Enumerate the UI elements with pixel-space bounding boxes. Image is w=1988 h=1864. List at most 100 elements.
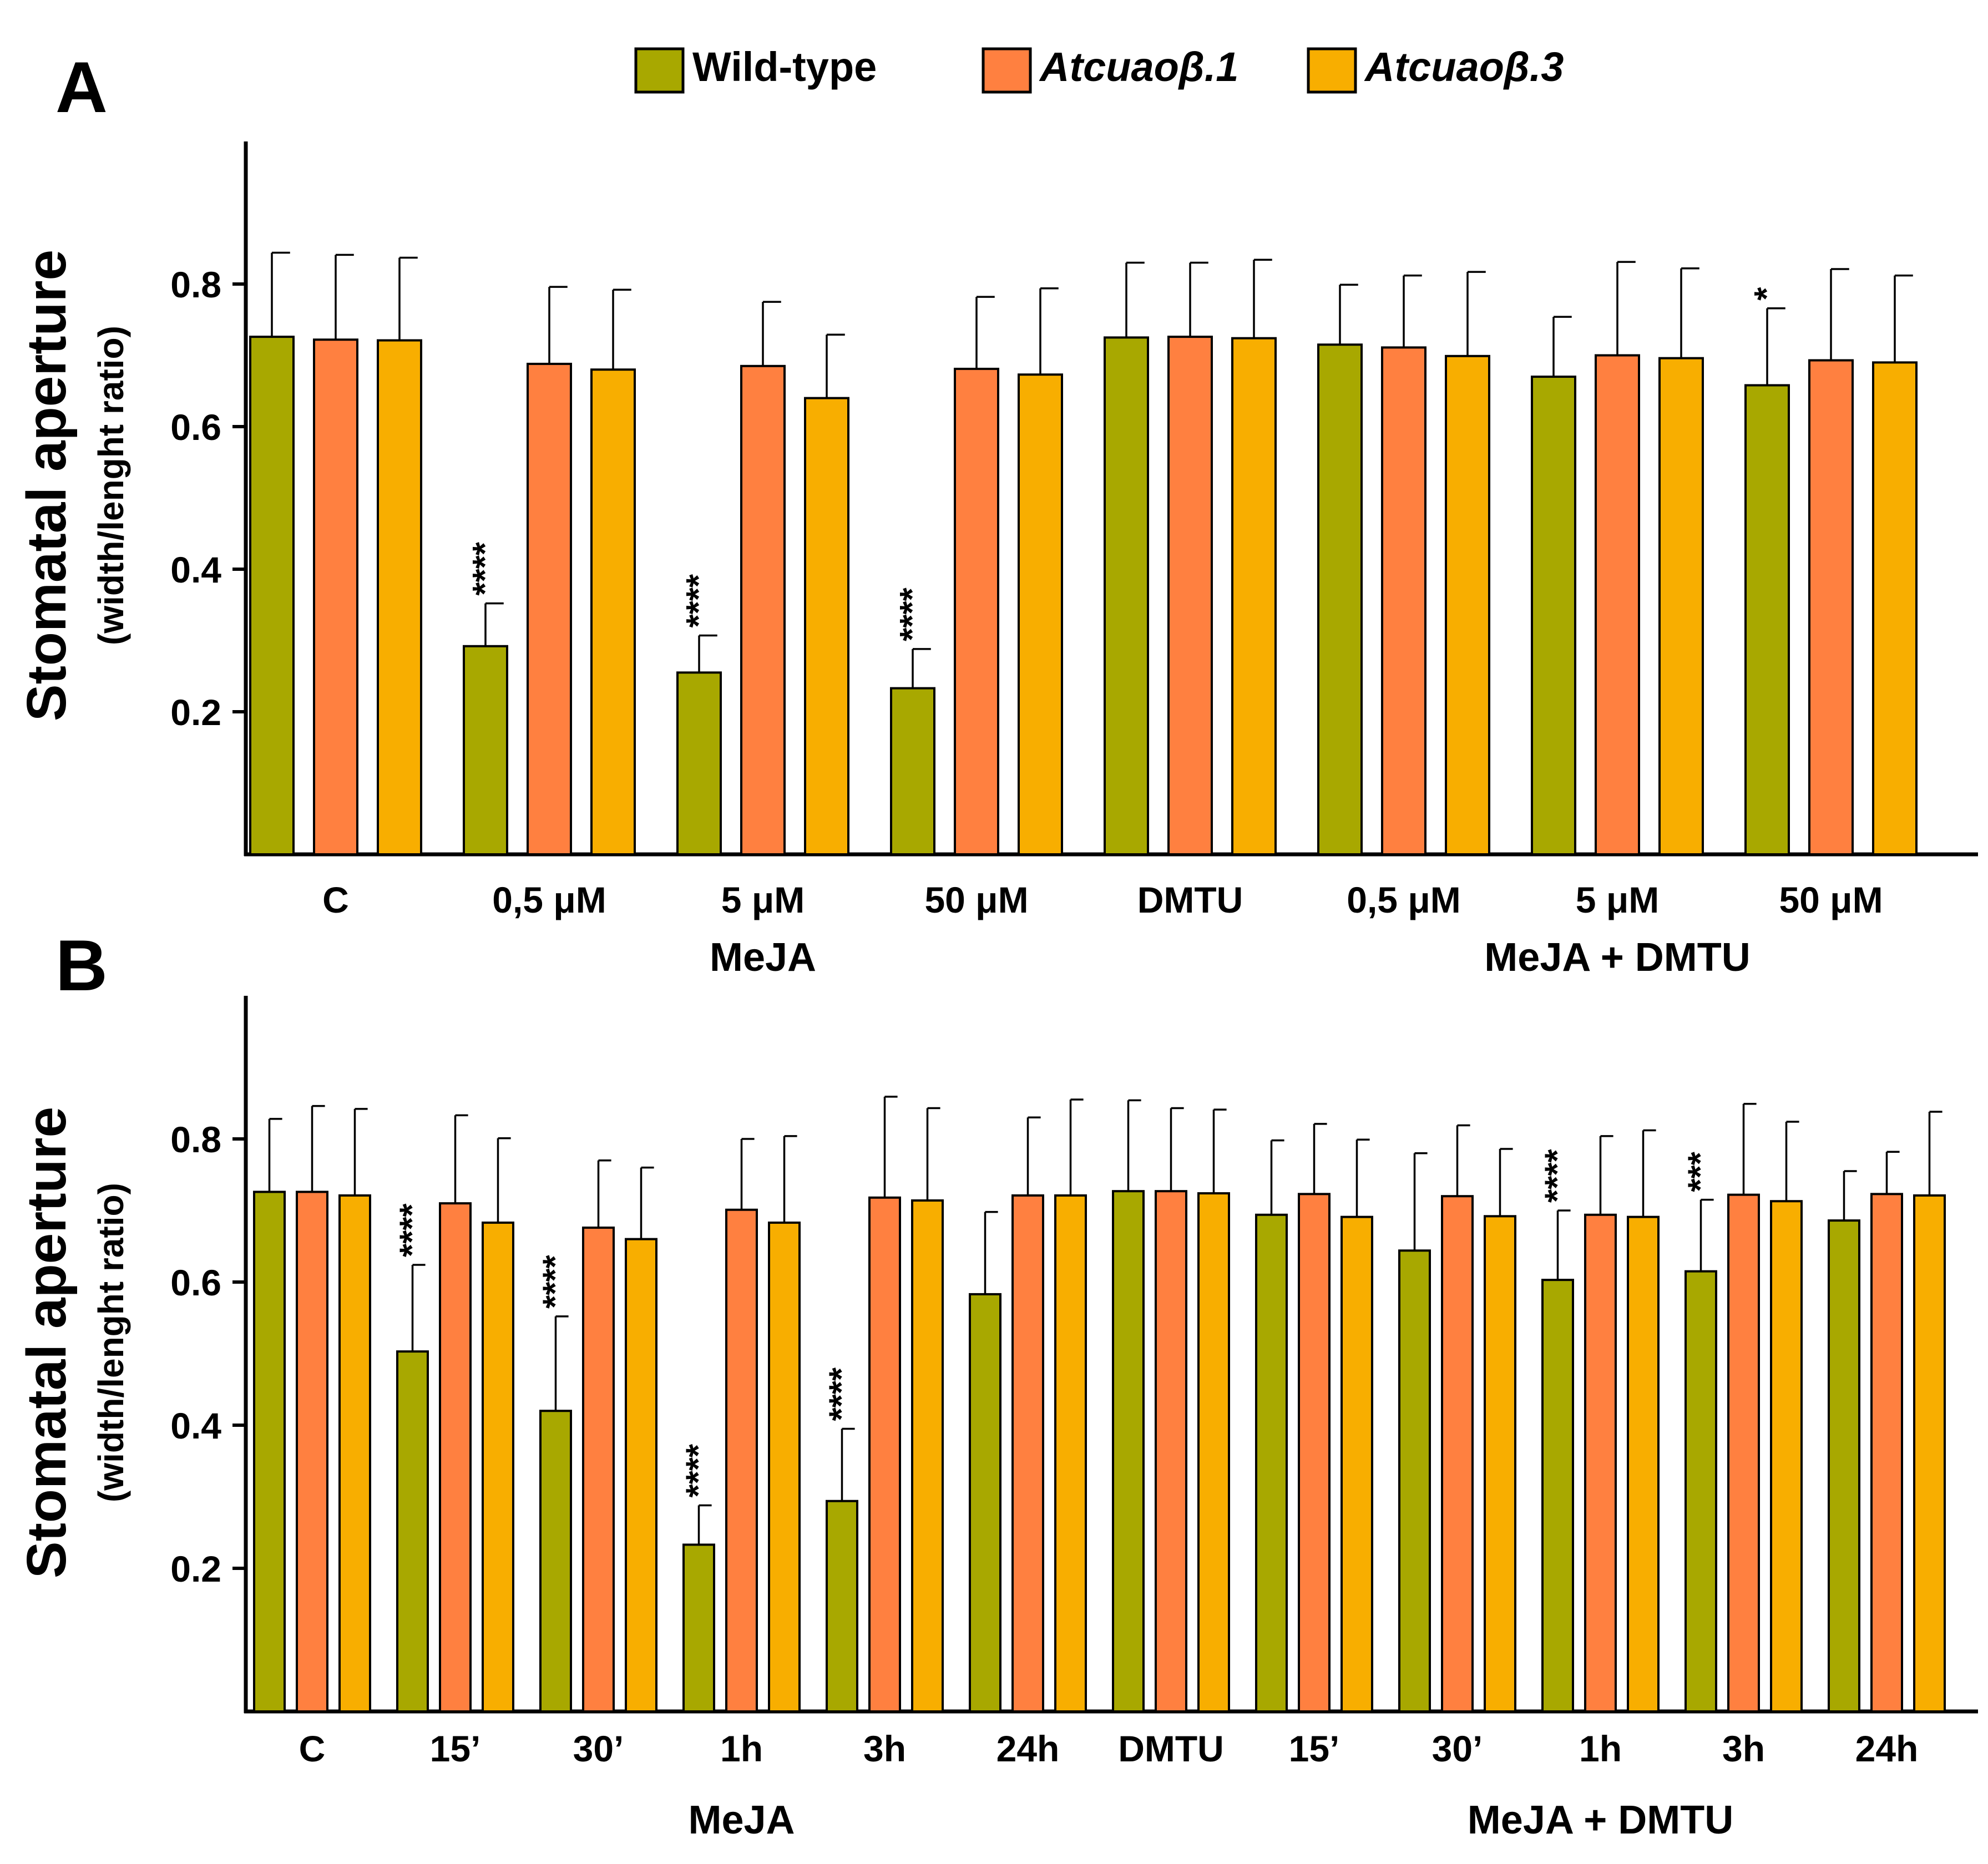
panel-a-bar-atcuao-3-4 <box>1231 337 1277 855</box>
panel-b-bar-atcuao-3-5 <box>1054 1194 1087 1713</box>
panel-b-bar-wild-type-3 <box>682 1543 715 1713</box>
panel-b-bar-atcuao-1-5 <box>1011 1194 1044 1713</box>
panel-b-category-label-10: 3h <box>1722 1728 1765 1769</box>
panel-a-bar-atcuao-3-3 <box>1018 373 1063 855</box>
panel-b-ylabel-sub: (width/lenght ratio) <box>91 1183 131 1502</box>
panel-a-letter: A <box>55 47 108 128</box>
panel-a-bar-wild-type-3 <box>890 687 935 855</box>
legend-label-wild-type: Wild-type <box>692 44 877 90</box>
panel-a-bar-wild-type-0 <box>249 336 295 855</box>
panel-a-bar-wild-type-7 <box>1744 384 1790 855</box>
panel-b-bar-wild-type-0 <box>253 1191 286 1713</box>
panel-a-bar-atcuao-1-0 <box>313 338 358 855</box>
panel-a-bar-atcuao-1-6 <box>1595 354 1640 855</box>
panel-a-ytick-label-2: 0.6 <box>170 407 221 448</box>
panel-b-bar-atcuao-1-1 <box>439 1202 472 1713</box>
panel-b-bar-wild-type-4 <box>826 1500 858 1713</box>
panel-a-bar-wild-type-2 <box>676 671 722 855</box>
panel-a-category-label-1: 0,5 μM <box>492 879 606 920</box>
panel-b-bar-wild-type-5 <box>969 1293 1001 1713</box>
panel-b-bar-atcuao-1-9 <box>1584 1213 1617 1713</box>
panel-b-bar-wild-type-7 <box>1255 1213 1288 1713</box>
panel-b-bar-wild-type-6 <box>1112 1190 1145 1713</box>
legend-label-atcuaob3: Atcuaoβ.3 <box>1364 44 1564 90</box>
panel-b-bar-atcuao-1-0 <box>296 1191 328 1713</box>
panel-b-category-label-11: 24h <box>1855 1728 1919 1769</box>
panel-b-bar-atcuao-1-3 <box>725 1208 758 1713</box>
panel-b-category-label-4: 3h <box>863 1728 906 1769</box>
panel-a-signif-7: * <box>1748 287 1786 301</box>
legend-swatch-wild-type <box>634 47 685 94</box>
panel-a-bar-atcuao-3-1 <box>590 368 636 855</box>
panel-a-bar-atcuao-1-3 <box>954 367 999 855</box>
panel-b-ytick-label-3: 0.8 <box>170 1119 221 1160</box>
panel-b-bar-atcuao-3-11 <box>1913 1194 1946 1713</box>
panel-a-bar-atcuao-3-2 <box>804 397 849 855</box>
panel-b-group-label-0: MeJA <box>688 1798 795 1842</box>
panel-a-ylabel: Stomatal aperture <box>16 250 78 721</box>
panel-b-bar-atcuao-3-8 <box>1484 1215 1516 1713</box>
panel-a-bar-atcuao-3-5 <box>1445 354 1490 855</box>
panel-a-category-label-4: DMTU <box>1137 879 1243 920</box>
panel-a-category-label-0: C <box>322 879 349 920</box>
panel-b-signif-9: **** <box>1539 1149 1577 1203</box>
panel-b-bar-atcuao-3-7 <box>1340 1215 1373 1713</box>
panel-b-bar-atcuao-3-0 <box>338 1194 371 1713</box>
panel-a-bar-wild-type-1 <box>463 645 508 856</box>
panel-a-category-label-2: 5 μM <box>721 879 805 920</box>
panel-a-signif-2: **** <box>680 574 718 627</box>
legend-swatch-atcuaob3 <box>1307 47 1357 94</box>
panel-a-bar-atcuao-1-7 <box>1808 359 1854 855</box>
panel-b-category-label-6: DMTU <box>1118 1728 1224 1769</box>
panel-b-bar-wild-type-10 <box>1685 1270 1717 1713</box>
panel-a-bar-atcuao-3-0 <box>377 339 422 855</box>
panel-b-signif-4: **** <box>823 1367 861 1421</box>
panel-b-ytick-label-0: 0.2 <box>170 1548 221 1589</box>
panel-b-category-label-5: 24h <box>996 1728 1060 1769</box>
panel-b-ytick-label-1: 0.4 <box>170 1405 221 1446</box>
panel-a-bar-wild-type-6 <box>1531 376 1576 855</box>
panel-a-category-label-5: 0,5 μM <box>1347 879 1460 920</box>
panel-b-signif-2: **** <box>537 1255 575 1309</box>
panel-a-bar-wild-type-4 <box>1104 336 1149 855</box>
panel-a-group-label-1: MeJA + DMTU <box>1484 935 1750 980</box>
panel-b-bar-atcuao-1-11 <box>1870 1193 1903 1713</box>
panel-a-signif-1: **** <box>466 541 504 595</box>
panel-b-group-label-1: MeJA + DMTU <box>1468 1798 1733 1842</box>
panel-b-bar-atcuao-3-3 <box>768 1221 801 1713</box>
panel-b-bar-atcuao-1-8 <box>1441 1195 1474 1713</box>
panel-a-bar-atcuao-3-7 <box>1872 361 1918 855</box>
panel-b-category-label-7: 15’ <box>1289 1728 1340 1769</box>
panel-b-ytick-label-2: 0.6 <box>170 1262 221 1303</box>
panel-b-signif-10: *** <box>1682 1151 1720 1192</box>
panel-a-bar-atcuao-3-6 <box>1658 357 1704 855</box>
panel-b-bar-wild-type-2 <box>539 1410 572 1713</box>
panel-b-bar-wild-type-1 <box>396 1350 429 1713</box>
panel-a-chart: 0.2 0.4 0.6 0.8 C **** 0,5 μM **** 5 μM **** 50 μM… <box>170 141 1978 980</box>
panel-b-bar-atcuao-3-1 <box>482 1221 514 1713</box>
panel-b-bar-atcuao-1-10 <box>1727 1193 1760 1713</box>
panel-a-ytick-label-1: 0.4 <box>170 549 221 590</box>
panel-a-bar-atcuao-1-4 <box>1167 336 1213 855</box>
panel-b-bar-wild-type-8 <box>1398 1249 1431 1713</box>
panel-b-bar-wild-type-11 <box>1828 1219 1860 1713</box>
panel-b-bar-wild-type-9 <box>1541 1279 1574 1713</box>
panel-a-bar-atcuao-1-5 <box>1381 346 1426 855</box>
panel-b-ylabel: Stomatal aperture <box>16 1107 78 1578</box>
panel-b-category-label-0: C <box>299 1728 326 1769</box>
panel-a-signif-3: **** <box>893 587 932 641</box>
panel-b-category-label-2: 30’ <box>573 1728 624 1769</box>
panel-b-bar-atcuao-1-7 <box>1298 1193 1331 1713</box>
panel-b-bar-atcuao-3-6 <box>1197 1192 1230 1713</box>
panel-b-signif-3: **** <box>680 1443 718 1497</box>
panel-b-category-label-1: 15’ <box>430 1728 481 1769</box>
panel-a-bar-wild-type-5 <box>1317 343 1363 855</box>
panel-b-category-label-8: 30’ <box>1432 1728 1483 1769</box>
panel-b-bar-atcuao-3-9 <box>1627 1215 1660 1713</box>
panel-b-bar-atcuao-3-10 <box>1770 1200 1803 1713</box>
panel-a-ylabel-sub: (width/lenght ratio) <box>91 326 131 645</box>
panel-b-bar-atcuao-3-2 <box>625 1238 657 1713</box>
panel-b-signif-1: **** <box>393 1203 432 1257</box>
legend: Wild-type Atcuaoβ.1 Atcuaoβ.3 <box>634 44 1564 94</box>
